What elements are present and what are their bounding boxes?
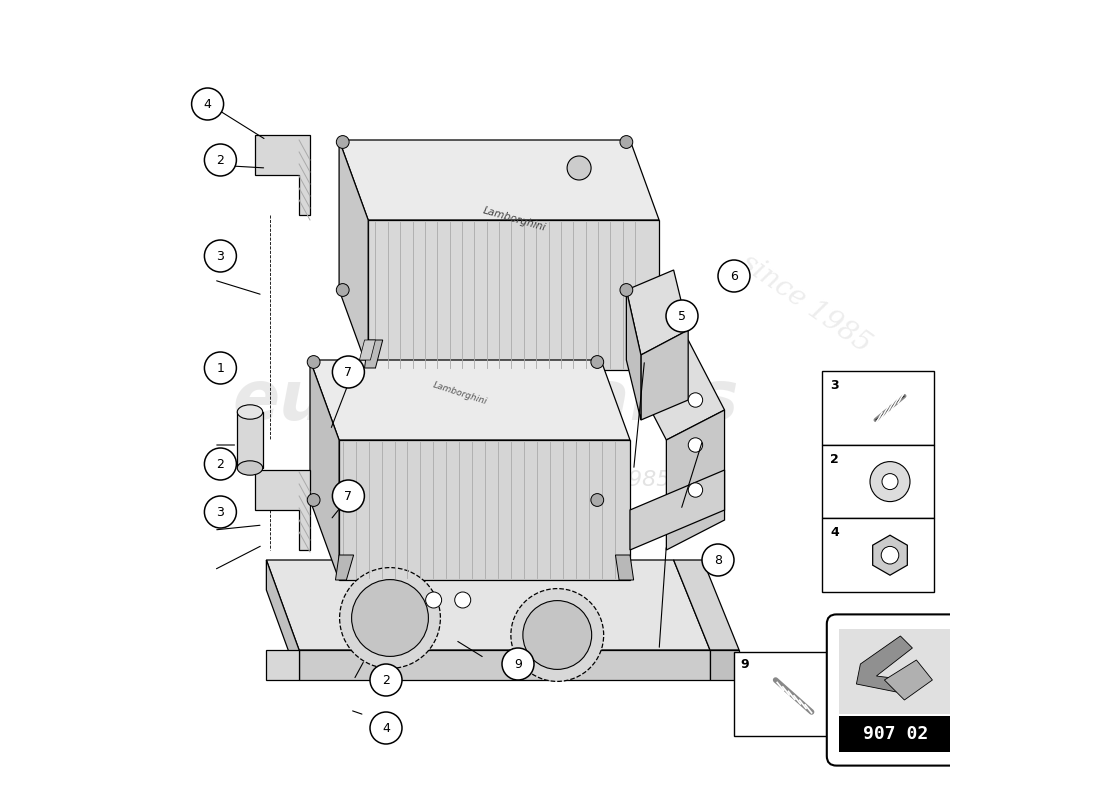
Circle shape <box>882 474 898 490</box>
Text: 3: 3 <box>217 506 224 518</box>
Text: a passion for parts since 1985: a passion for parts since 1985 <box>333 470 670 490</box>
Circle shape <box>689 438 703 452</box>
Circle shape <box>205 352 236 384</box>
Polygon shape <box>255 135 310 215</box>
Circle shape <box>591 494 604 506</box>
Ellipse shape <box>238 405 263 419</box>
Circle shape <box>205 496 236 528</box>
Circle shape <box>205 448 236 480</box>
Polygon shape <box>299 650 710 680</box>
Text: Lamborghini: Lamborghini <box>482 206 548 233</box>
Circle shape <box>666 300 698 332</box>
Text: Lamborghini: Lamborghini <box>432 381 488 406</box>
Text: 2: 2 <box>830 453 838 466</box>
Circle shape <box>689 482 703 497</box>
Polygon shape <box>360 340 375 360</box>
Circle shape <box>591 355 604 368</box>
Text: 9: 9 <box>514 658 521 670</box>
Polygon shape <box>364 340 383 368</box>
Text: 4: 4 <box>204 98 211 110</box>
Text: 6: 6 <box>730 270 738 282</box>
Text: 4: 4 <box>830 526 838 539</box>
Bar <box>839 716 953 752</box>
Text: eurocarparts: eurocarparts <box>233 366 739 434</box>
Polygon shape <box>336 555 353 580</box>
Polygon shape <box>667 410 725 550</box>
Circle shape <box>454 592 471 608</box>
Polygon shape <box>641 330 689 420</box>
Circle shape <box>522 601 592 670</box>
Text: 8: 8 <box>714 554 722 566</box>
Circle shape <box>370 664 402 696</box>
Text: 3: 3 <box>830 379 838 392</box>
Bar <box>822 445 934 518</box>
Circle shape <box>620 284 632 297</box>
Ellipse shape <box>238 461 263 475</box>
Polygon shape <box>266 560 299 680</box>
Polygon shape <box>626 290 641 420</box>
Circle shape <box>426 592 441 608</box>
Polygon shape <box>339 140 659 220</box>
Polygon shape <box>626 270 689 355</box>
Text: 907 02: 907 02 <box>864 726 928 743</box>
Circle shape <box>205 144 236 176</box>
Bar <box>822 518 934 592</box>
Circle shape <box>205 240 236 272</box>
Polygon shape <box>673 560 739 650</box>
Bar <box>734 652 834 736</box>
Circle shape <box>352 579 428 656</box>
Polygon shape <box>645 340 662 368</box>
Circle shape <box>620 135 632 149</box>
Polygon shape <box>255 470 310 550</box>
Circle shape <box>881 546 899 564</box>
FancyBboxPatch shape <box>827 614 965 766</box>
Circle shape <box>870 462 910 502</box>
Circle shape <box>307 494 320 506</box>
Polygon shape <box>710 650 739 680</box>
Circle shape <box>370 712 402 744</box>
Text: 4: 4 <box>382 722 389 734</box>
Text: 1: 1 <box>217 362 224 374</box>
Bar <box>238 412 263 468</box>
Polygon shape <box>310 360 630 440</box>
Circle shape <box>568 156 591 180</box>
Polygon shape <box>368 220 659 370</box>
Polygon shape <box>339 140 369 370</box>
Polygon shape <box>310 360 339 580</box>
Polygon shape <box>266 560 710 650</box>
Text: 2: 2 <box>217 154 224 166</box>
Circle shape <box>337 284 349 297</box>
Polygon shape <box>630 340 725 440</box>
Circle shape <box>191 88 223 120</box>
Text: since 1985: since 1985 <box>736 250 876 358</box>
Circle shape <box>510 589 604 682</box>
Polygon shape <box>339 440 630 580</box>
Polygon shape <box>872 535 908 575</box>
Circle shape <box>332 356 364 388</box>
Text: 3: 3 <box>217 250 224 262</box>
Text: 2: 2 <box>382 674 389 686</box>
Circle shape <box>689 393 703 407</box>
Circle shape <box>332 480 364 512</box>
Circle shape <box>702 544 734 576</box>
Polygon shape <box>857 636 912 692</box>
Circle shape <box>307 355 320 368</box>
Text: 7: 7 <box>344 366 352 378</box>
Bar <box>839 629 953 714</box>
Polygon shape <box>630 470 725 550</box>
Text: 9: 9 <box>740 658 749 671</box>
Text: 5: 5 <box>678 310 686 322</box>
Text: 7: 7 <box>344 490 352 502</box>
Circle shape <box>718 260 750 292</box>
Circle shape <box>340 568 440 669</box>
Circle shape <box>337 135 349 149</box>
Text: 2: 2 <box>217 458 224 470</box>
Polygon shape <box>884 660 933 700</box>
Polygon shape <box>266 650 299 680</box>
Circle shape <box>502 648 534 680</box>
Polygon shape <box>616 555 634 580</box>
Bar <box>822 371 934 445</box>
